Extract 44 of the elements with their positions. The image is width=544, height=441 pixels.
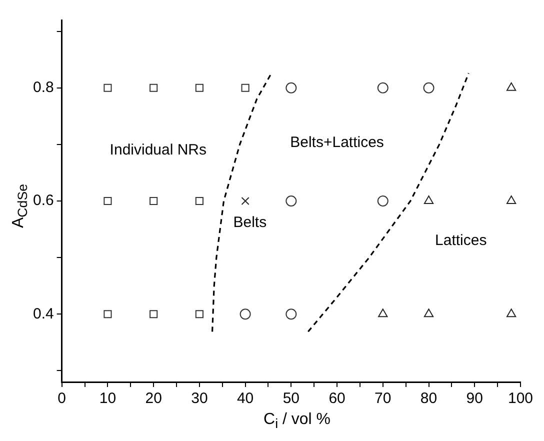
point <box>150 196 158 206</box>
point <box>377 196 388 206</box>
point <box>150 84 158 92</box>
x-tick-label: 30 <box>191 390 208 408</box>
point <box>195 310 204 318</box>
x-tick-label: 90 <box>466 390 483 408</box>
point <box>378 308 388 318</box>
annotation: Lattices <box>435 232 487 249</box>
x-tick-label: 60 <box>328 390 346 408</box>
annotation: Individual NRs <box>110 141 207 158</box>
point <box>506 82 516 91</box>
annotation: Belts+Lattices <box>290 134 384 152</box>
point <box>506 308 516 318</box>
x-tick-label: 0 <box>58 390 66 408</box>
x-tick-label: 80 <box>420 390 438 408</box>
line-series <box>211 72 272 332</box>
point <box>506 196 516 204</box>
point <box>286 308 297 320</box>
point <box>424 308 434 318</box>
point <box>286 196 297 206</box>
x-axis-title: C$_{i}$ / vol % <box>262 410 332 431</box>
point <box>104 310 112 318</box>
x-tick-label: 40 <box>236 390 254 408</box>
point <box>240 308 251 320</box>
x-tick-label: 100 <box>508 390 533 408</box>
x-tick-label: 20 <box>145 390 162 408</box>
point <box>241 196 250 206</box>
point <box>424 196 434 204</box>
y-tick-label: 0.8 <box>32 79 54 96</box>
point <box>241 84 250 92</box>
point <box>150 310 158 318</box>
point <box>104 196 112 206</box>
point <box>195 84 204 92</box>
point <box>377 82 388 94</box>
x-tick-label: 10 <box>99 390 116 408</box>
x-tick-label: 50 <box>282 390 300 408</box>
point <box>423 82 434 94</box>
x-tick-label: 70 <box>374 390 392 408</box>
point <box>104 84 112 92</box>
y-tick-label: 0.4 <box>32 305 54 322</box>
y-tick-label: 0.6 <box>32 192 54 210</box>
point <box>195 196 204 206</box>
annotation: Belts <box>233 214 267 231</box>
point <box>286 82 297 94</box>
